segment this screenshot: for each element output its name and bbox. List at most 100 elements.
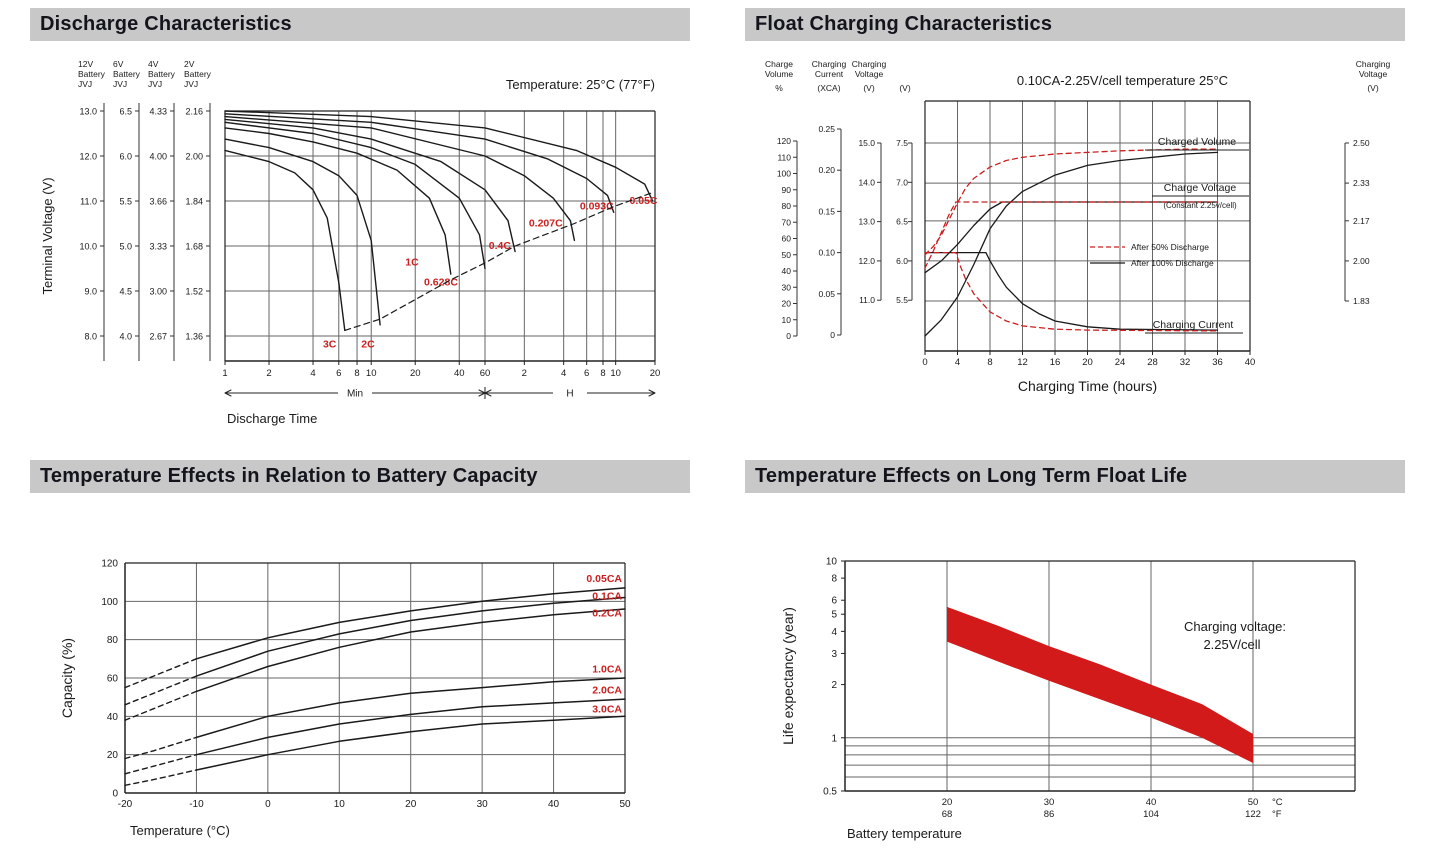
capacity-line	[344, 192, 654, 331]
y-tick-label: 6.0	[119, 152, 132, 162]
y-tick-label: 90	[782, 185, 792, 195]
discharge-curve-3C	[224, 149, 346, 332]
y-tick-label: 120	[777, 136, 791, 146]
scale-header: Volume	[765, 69, 794, 79]
x-tick-label: 6	[584, 368, 589, 379]
x-tick-label: 8	[354, 368, 359, 379]
y-tick-label: 1	[831, 733, 837, 744]
y-tick-label: 7.5	[896, 138, 908, 148]
x-tick-label: 50	[619, 799, 631, 810]
x-tick-label: 1	[222, 368, 227, 379]
charged-volume-label: Charged Volume	[1158, 136, 1236, 148]
y-tick-label: 4.5	[119, 287, 132, 297]
float-life-chart-svg: 1086543210.5206830864010450122°C°FChargi…	[780, 557, 1356, 841]
y-tick-label: 60	[107, 674, 119, 685]
y-tick-label: 1.52	[185, 287, 203, 297]
x-unit-label: Min	[347, 389, 363, 400]
y-tick-label: 5.5	[119, 197, 132, 207]
y-tick-label: 13.0	[858, 217, 875, 227]
panel-float-life: Temperature Effects on Long Term Float L…	[745, 460, 1405, 858]
charging-current-label: Charging Current	[1153, 319, 1234, 331]
curve-label: 0.207C	[529, 217, 563, 229]
y-tick-label: 120	[101, 559, 118, 570]
y-tick-label: 0.15	[818, 206, 835, 216]
y-tick-label: 0	[112, 789, 118, 800]
panel-title-discharge: Discharge Characteristics	[40, 13, 292, 35]
curve-label: 0.1CA	[592, 590, 622, 602]
y-tick-label: 11.0	[80, 197, 97, 207]
y-tick-label: 20	[107, 750, 119, 761]
y-tick-label: 11.0	[859, 295, 875, 305]
x-tick-label: 12	[1017, 357, 1028, 368]
scale-header: 2V	[184, 59, 195, 69]
x-tick-label: 20	[405, 799, 417, 810]
y-tick-label: 110	[777, 152, 791, 162]
curve-dashed-0.1CA	[124, 675, 198, 706]
y-tick-label: 20	[782, 299, 792, 309]
x-tick-label: 40	[454, 368, 465, 379]
y-tick-label: 2.67	[149, 332, 167, 342]
curve-charged-volume-100	[924, 151, 1219, 337]
span-label-bg	[338, 386, 372, 399]
scale-header: JVJ	[148, 79, 162, 89]
y-tick-label: 6.0	[896, 256, 908, 266]
scale-header: 4V	[148, 59, 159, 69]
float-life-chart: 10 8 6 5 4 3 2 1 0.5 20 68 30 86 40 104 50 122 °C °F Chargi…	[745, 493, 1405, 858]
x-tick-label: 60	[480, 368, 491, 379]
y-tick-label: 0.05	[818, 289, 835, 299]
y-tick-label: 60	[782, 234, 792, 244]
y-tick-label: 4.0	[119, 332, 132, 342]
y-tick-label: 40	[107, 712, 119, 723]
curve-label: 3C	[323, 338, 337, 350]
x-tick-label: 8	[600, 368, 605, 379]
curve-label: 2.0CA	[592, 684, 622, 696]
scale-unit: (V)	[899, 83, 911, 93]
curve-charged-volume-50	[924, 148, 1219, 256]
y-tick-label: 15.0	[858, 138, 875, 148]
x-unit-label: H	[566, 389, 573, 400]
y-tick-label: 0.25	[818, 124, 835, 134]
y-tick-label: 5	[831, 610, 837, 621]
panel-title-float-charging: Float Charging Characteristics	[755, 13, 1053, 35]
curve-charging-current-100	[924, 251, 1219, 331]
curve-label: 0.05C	[629, 195, 657, 207]
discharge-curve-0.4C	[224, 118, 516, 253]
charge-voltage-label: Charge Voltage	[1164, 182, 1237, 194]
y-tick-label: 70	[782, 217, 792, 227]
curve-dashed-0.05CA	[124, 658, 198, 689]
x-unit-fahrenheit: °F	[1272, 809, 1282, 820]
x-tick-celsius: 20	[942, 797, 953, 808]
y-tick-label: 12.0	[79, 152, 97, 162]
curve-dashed-3.0CA	[124, 769, 198, 786]
scale-unit: (XCA)	[817, 83, 840, 93]
scale-header: JVJ	[113, 79, 127, 89]
y-tick-label: 1.68	[185, 242, 203, 252]
x-axis-title: Battery temperature	[847, 826, 962, 841]
y-tick-label: 80	[107, 635, 119, 646]
scale-header: JVJ	[184, 79, 198, 89]
x-tick-label: 36	[1212, 357, 1223, 368]
discharge-curve-0.207C	[224, 115, 576, 242]
y-axis-title: Capacity (%)	[59, 638, 75, 718]
discharge-chart: 1 2 4 6 8 10 20 40 60 2 4 6 8 10 20 12V Battery JVJ 13.0 12…	[30, 41, 690, 446]
y-tick-label: 3	[831, 649, 837, 660]
y-tick-label: 3.00	[149, 287, 167, 297]
x-tick-label: 40	[548, 799, 560, 810]
conditions-annotation: 0.10CA-2.25V/cell temperature 25°C	[1017, 73, 1228, 88]
charging-voltage-annotation-line2: 2.25V/cell	[1203, 637, 1260, 652]
span-label-bg	[553, 386, 587, 399]
panel-header-discharge: Discharge Characteristics	[30, 8, 690, 41]
x-tick-label: 40	[1245, 357, 1256, 368]
y-tick-label: 2.16	[185, 107, 203, 117]
x-tick-celsius: 50	[1248, 797, 1259, 808]
curve-3.0CA	[195, 715, 626, 771]
curve-label: 1.0CA	[592, 663, 622, 675]
x-tick-label: 24	[1115, 357, 1126, 368]
y-tick-label: 100	[777, 169, 791, 179]
x-axis-title: Charging Time (hours)	[1018, 378, 1157, 394]
x-tick-label: -20	[118, 799, 133, 810]
x-tick-label: 20	[1082, 357, 1093, 368]
scale-unit: %	[775, 83, 783, 93]
y-tick-label: 40	[782, 266, 792, 276]
y-tick-label: 1.36	[185, 332, 203, 342]
